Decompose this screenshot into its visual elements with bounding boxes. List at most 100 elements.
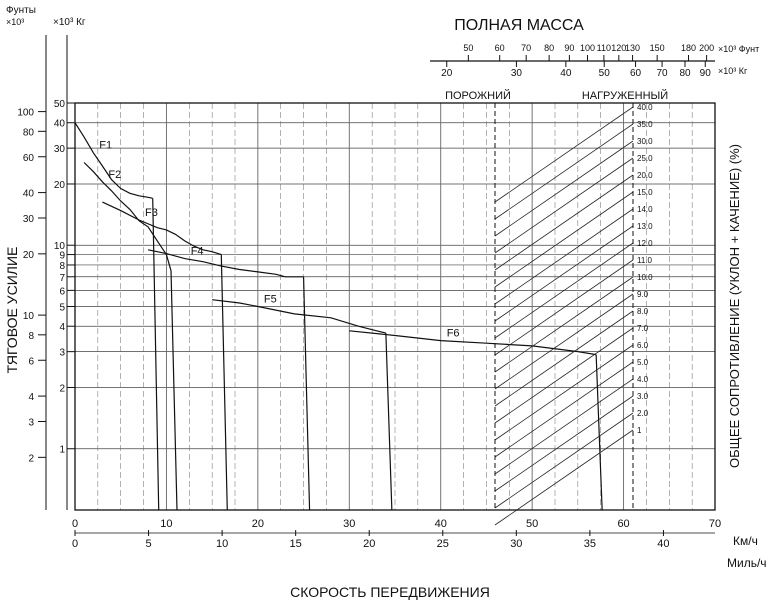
mph-tick-label: 10 [216, 538, 228, 550]
gear-curve-drop [595, 354, 603, 511]
mass-lb-tick-label: 150 [650, 43, 665, 53]
resistance-tick-label: 20.0 [637, 171, 653, 180]
mph-tick-label: 15 [290, 538, 302, 550]
mass-lb-tick-label: 110 [597, 43, 611, 53]
kmh-tick-label: 40 [435, 518, 447, 530]
mass-kg-tick-label: 50 [599, 68, 611, 79]
mass-lb-tick-label: 60 [495, 43, 505, 53]
resistance-tick-label: 13.0 [637, 222, 653, 231]
resistance-line [494, 429, 634, 526]
gear-curve-f3 [102, 201, 222, 256]
resistance-tick-label: 40.0 [637, 103, 653, 112]
resistance-line [494, 174, 634, 271]
lb-tick-label: 4 [28, 392, 34, 403]
mph-tick-label: 0 [72, 538, 78, 550]
lb-tick-label: 10 [23, 311, 35, 322]
kmh-tick-label: 70 [709, 518, 721, 530]
lb-tick-label: 40 [23, 189, 35, 200]
resistance-line [494, 412, 634, 509]
x-axis-title: СКОРОСТЬ ПЕРЕДВИЖЕНИЯ [290, 584, 490, 600]
resistance-line [494, 191, 634, 288]
resistance-line [494, 310, 634, 407]
kg-tick-label: 6 [59, 286, 65, 297]
resistance-tick-label: 8.0 [637, 307, 649, 316]
resistance-line [494, 327, 634, 424]
mass-kg-tick-label: 70 [656, 68, 668, 79]
gear-curve-f1 [74, 122, 153, 199]
kg-tick-label: 4 [59, 322, 65, 333]
kg-tick-label: 20 [54, 180, 66, 191]
mass-lb-tick-label: 50 [463, 43, 473, 53]
resistance-line [494, 395, 634, 492]
lb-tick-label: 60 [23, 153, 35, 164]
kg-tick-label: 30 [54, 144, 66, 155]
mass-lb-tick-label: 90 [564, 43, 574, 53]
kmh-tick-label: 0 [72, 518, 78, 530]
mass-kg-tick-label: 20 [441, 68, 453, 79]
gear-curve-drop [385, 333, 393, 511]
empty-label: ПОРОЖНИЙ [445, 89, 511, 102]
plot-frame [74, 102, 716, 511]
resistance-tick-label: 5.0 [637, 358, 649, 367]
gear-curve-label: F3 [145, 207, 158, 219]
mass-lb-tick-label: 80 [544, 43, 554, 53]
mph-tick-label: 40 [657, 538, 669, 550]
gear-curve-f5 [212, 299, 387, 334]
axis-labels: 5040302010987654321100806040302010864320… [17, 35, 721, 550]
resistance-line [494, 378, 634, 475]
mph-tick-label: 20 [363, 538, 375, 550]
mph-tick-label: 35 [584, 538, 596, 550]
kmh-tick-label: 10 [160, 518, 172, 530]
gear-curve-label: F2 [108, 169, 121, 181]
kg-axis-label: ×10³ Кг [53, 17, 86, 28]
resistance-tick-label: 7.0 [637, 324, 649, 333]
resistance-tick-label: 11.0 [637, 256, 653, 265]
resistance-tick-label: 35.0 [637, 120, 653, 129]
resistance-tick-label: 30.0 [637, 137, 653, 146]
mass-kg-tick-label: 90 [700, 68, 712, 79]
gear-curve-f2 [83, 162, 172, 271]
mass-lb-unit: ×10³ Фунт [718, 44, 759, 54]
loaded-label: НАГРУЖЕННЫЙ [582, 89, 668, 102]
resistance-tick-label: 1 [637, 426, 642, 435]
resistance-tick-label: 2.0 [637, 409, 649, 418]
gear-curve-drop [170, 270, 178, 511]
resistance-tick-label: 3.0 [637, 392, 649, 401]
kg-tick-label: 10 [54, 241, 66, 252]
resistance-line [494, 208, 634, 305]
y-axis-title: ТЯГОВОЕ УСИЛИЕ [4, 247, 20, 374]
mass-lb-tick-label: 130 [625, 43, 640, 53]
gear-curve-label: F1 [99, 140, 112, 152]
mass-lb-tick-label: 100 [580, 43, 595, 53]
kmh-tick-label: 60 [617, 518, 629, 530]
kmh-tick-label: 50 [526, 518, 538, 530]
gear-curve-f6 [349, 330, 597, 356]
mass-lb-tick-label: 200 [699, 43, 714, 53]
resistance-line [494, 106, 634, 203]
resistance-line [494, 293, 634, 390]
mass-lb-tick-label: 120 [611, 43, 626, 53]
lb-tick-label: 2 [28, 453, 34, 464]
gear-curve-label: F4 [191, 246, 204, 258]
lb-axis-multiplier: ×10³ [6, 17, 24, 27]
kg-tick-label: 2 [59, 383, 65, 394]
y2-axis-title: ОБЩЕЕ СОПРОТИВЛЕНИЕ (УКЛОН + КАЧЕНИЕ) (%… [727, 144, 742, 468]
resistance-line [494, 242, 634, 339]
resistance-tick-label: 14.0 [637, 205, 653, 214]
mass-kg-tick-label: 80 [679, 68, 691, 79]
lb-tick-label: 30 [23, 214, 35, 225]
lb-tick-label: 8 [28, 331, 34, 342]
resistance-line [494, 276, 634, 373]
resistance-line [494, 225, 634, 322]
kg-tick-label: 8 [59, 261, 65, 272]
resistance-line [494, 123, 634, 220]
resistance-tick-label: 4.0 [637, 375, 649, 384]
gear-curve-drop [220, 254, 228, 511]
lb-axis-label: Фунты [6, 5, 36, 16]
mass-kg-tick-label: 60 [630, 68, 642, 79]
resistance-lines: 40.035.030.025.020.015.014.013.012.011.0… [494, 103, 653, 526]
chart-grid [74, 102, 716, 510]
kg-tick-label: 1 [59, 445, 65, 456]
kg-tick-label: 9 [59, 251, 65, 262]
lb-tick-label: 100 [17, 108, 34, 119]
